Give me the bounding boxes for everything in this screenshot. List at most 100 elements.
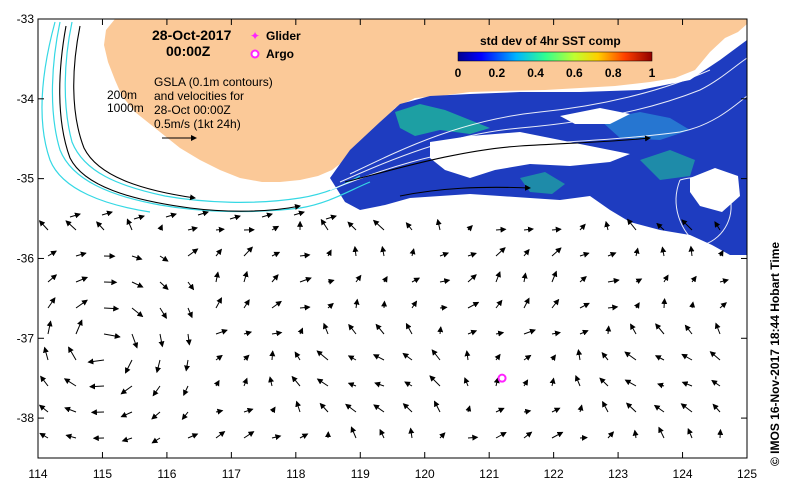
velocity-arrow <box>551 270 558 283</box>
velocity-arrow <box>688 245 695 257</box>
velocity-arrow <box>658 426 665 439</box>
velocity-arrow <box>46 320 53 335</box>
velocity-arrow <box>684 324 693 335</box>
velocity-arrow <box>159 307 167 319</box>
velocity-arrow <box>523 431 533 439</box>
velocity-arrow <box>215 430 226 439</box>
velocity-arrow <box>242 377 248 387</box>
velocity-arrow <box>381 300 388 309</box>
velocity-arrow <box>626 218 637 231</box>
velocity-arrow <box>151 411 161 420</box>
velocity-arrow <box>630 323 637 335</box>
velocity-arrow <box>405 322 413 335</box>
y-tick-label: -36 <box>17 251 35 265</box>
velocity-arrow <box>120 385 133 395</box>
velocity-arrow <box>714 322 721 335</box>
x-tick-label: 118 <box>286 467 305 481</box>
velocity-arrow <box>681 353 693 361</box>
velocity-arrow <box>464 350 471 361</box>
velocity-arrow <box>125 359 133 374</box>
glider-legend-label: Glider <box>266 29 301 43</box>
velocity-arrow <box>576 349 583 361</box>
velocity-arrow <box>47 297 56 309</box>
velocity-arrow <box>271 251 281 258</box>
velocity-arrow <box>662 274 669 283</box>
velocity-arrow <box>38 220 49 231</box>
velocity-arrow <box>184 359 191 372</box>
velocity-arrow <box>299 304 311 311</box>
velocity-arrow <box>215 329 228 335</box>
velocity-arrow <box>47 274 58 283</box>
velocity-arrow <box>131 333 139 349</box>
velocity-arrow <box>690 275 697 283</box>
velocity-arrow <box>243 330 253 337</box>
velocity-arrow <box>495 271 501 283</box>
x-tick-label: 114 <box>28 467 47 481</box>
velocity-arrow <box>131 307 144 318</box>
velocity-arrow <box>294 351 301 361</box>
velocity-arrow <box>467 301 480 309</box>
velocity-arrow <box>523 297 530 309</box>
velocity-arrow <box>439 304 448 311</box>
velocity-arrow <box>654 355 665 361</box>
y-tick-label: -33 <box>17 12 35 26</box>
velocity-arrow <box>633 247 640 257</box>
velocity-arrow <box>607 252 617 258</box>
velocity-arrow <box>577 404 584 413</box>
velocity-arrow <box>243 354 250 361</box>
map-time: 00:00Z <box>166 43 211 59</box>
velocity-arrow <box>551 330 561 337</box>
colorbar-tick-label: 0.4 <box>527 66 544 80</box>
velocity-arrow <box>624 379 637 387</box>
velocity-arrow <box>579 276 587 283</box>
velocity-arrow <box>65 220 77 231</box>
velocity-arrow <box>299 433 309 439</box>
y-tick-label: -35 <box>17 172 35 186</box>
velocity-arrow <box>268 376 275 387</box>
velocity-arrow <box>157 224 163 231</box>
velocity-arrow <box>494 353 501 361</box>
velocity-arrow <box>103 333 121 339</box>
velocity-arrow <box>38 404 49 413</box>
velocity-arrow <box>712 403 721 413</box>
velocity-arrow-field <box>38 210 729 444</box>
velocity-arrow <box>373 404 385 413</box>
velocity-arrow <box>439 251 450 258</box>
velocity-arrow <box>467 434 479 441</box>
argo-legend-label: Argo <box>266 47 294 61</box>
velocity-arrow <box>75 319 83 335</box>
velocity-arrow <box>65 433 77 440</box>
velocity-arrow <box>607 278 620 284</box>
velocity-arrow <box>719 278 729 285</box>
velocity-arrow <box>316 350 329 361</box>
velocity-arrow <box>213 271 220 283</box>
velocity-arrow <box>467 274 477 283</box>
colorbar-tick-label: 0 <box>455 66 462 80</box>
velocity-arrow <box>711 379 721 387</box>
colorbar-title: std dev of 4hr SST comp <box>480 34 621 48</box>
velocity-arrow <box>680 403 693 413</box>
velocity-arrow <box>404 381 413 388</box>
velocity-arrow <box>439 432 446 439</box>
velocity-arrow <box>103 305 120 312</box>
velocity-arrow <box>523 226 534 233</box>
velocity-arrow <box>493 377 500 387</box>
velocity-arrow <box>681 381 693 387</box>
x-tick-label: 121 <box>479 467 499 481</box>
velocity-arrow <box>601 352 609 361</box>
velocity-arrow <box>353 298 360 309</box>
velocity-arrow <box>437 326 444 335</box>
velocity-arrow <box>717 249 724 257</box>
velocity-arrow <box>243 299 250 309</box>
velocity-arrow <box>402 403 413 413</box>
y-tick-label: -37 <box>17 331 35 345</box>
velocity-arrow <box>40 375 49 387</box>
velocity-arrow <box>326 249 332 257</box>
velocity-arrow <box>271 274 279 283</box>
velocity-arrow <box>96 221 105 231</box>
velocity-arrow <box>295 400 302 413</box>
velocity-arrow <box>271 300 282 309</box>
velocity-arrow <box>75 299 88 309</box>
velocity-arrow <box>155 359 162 374</box>
